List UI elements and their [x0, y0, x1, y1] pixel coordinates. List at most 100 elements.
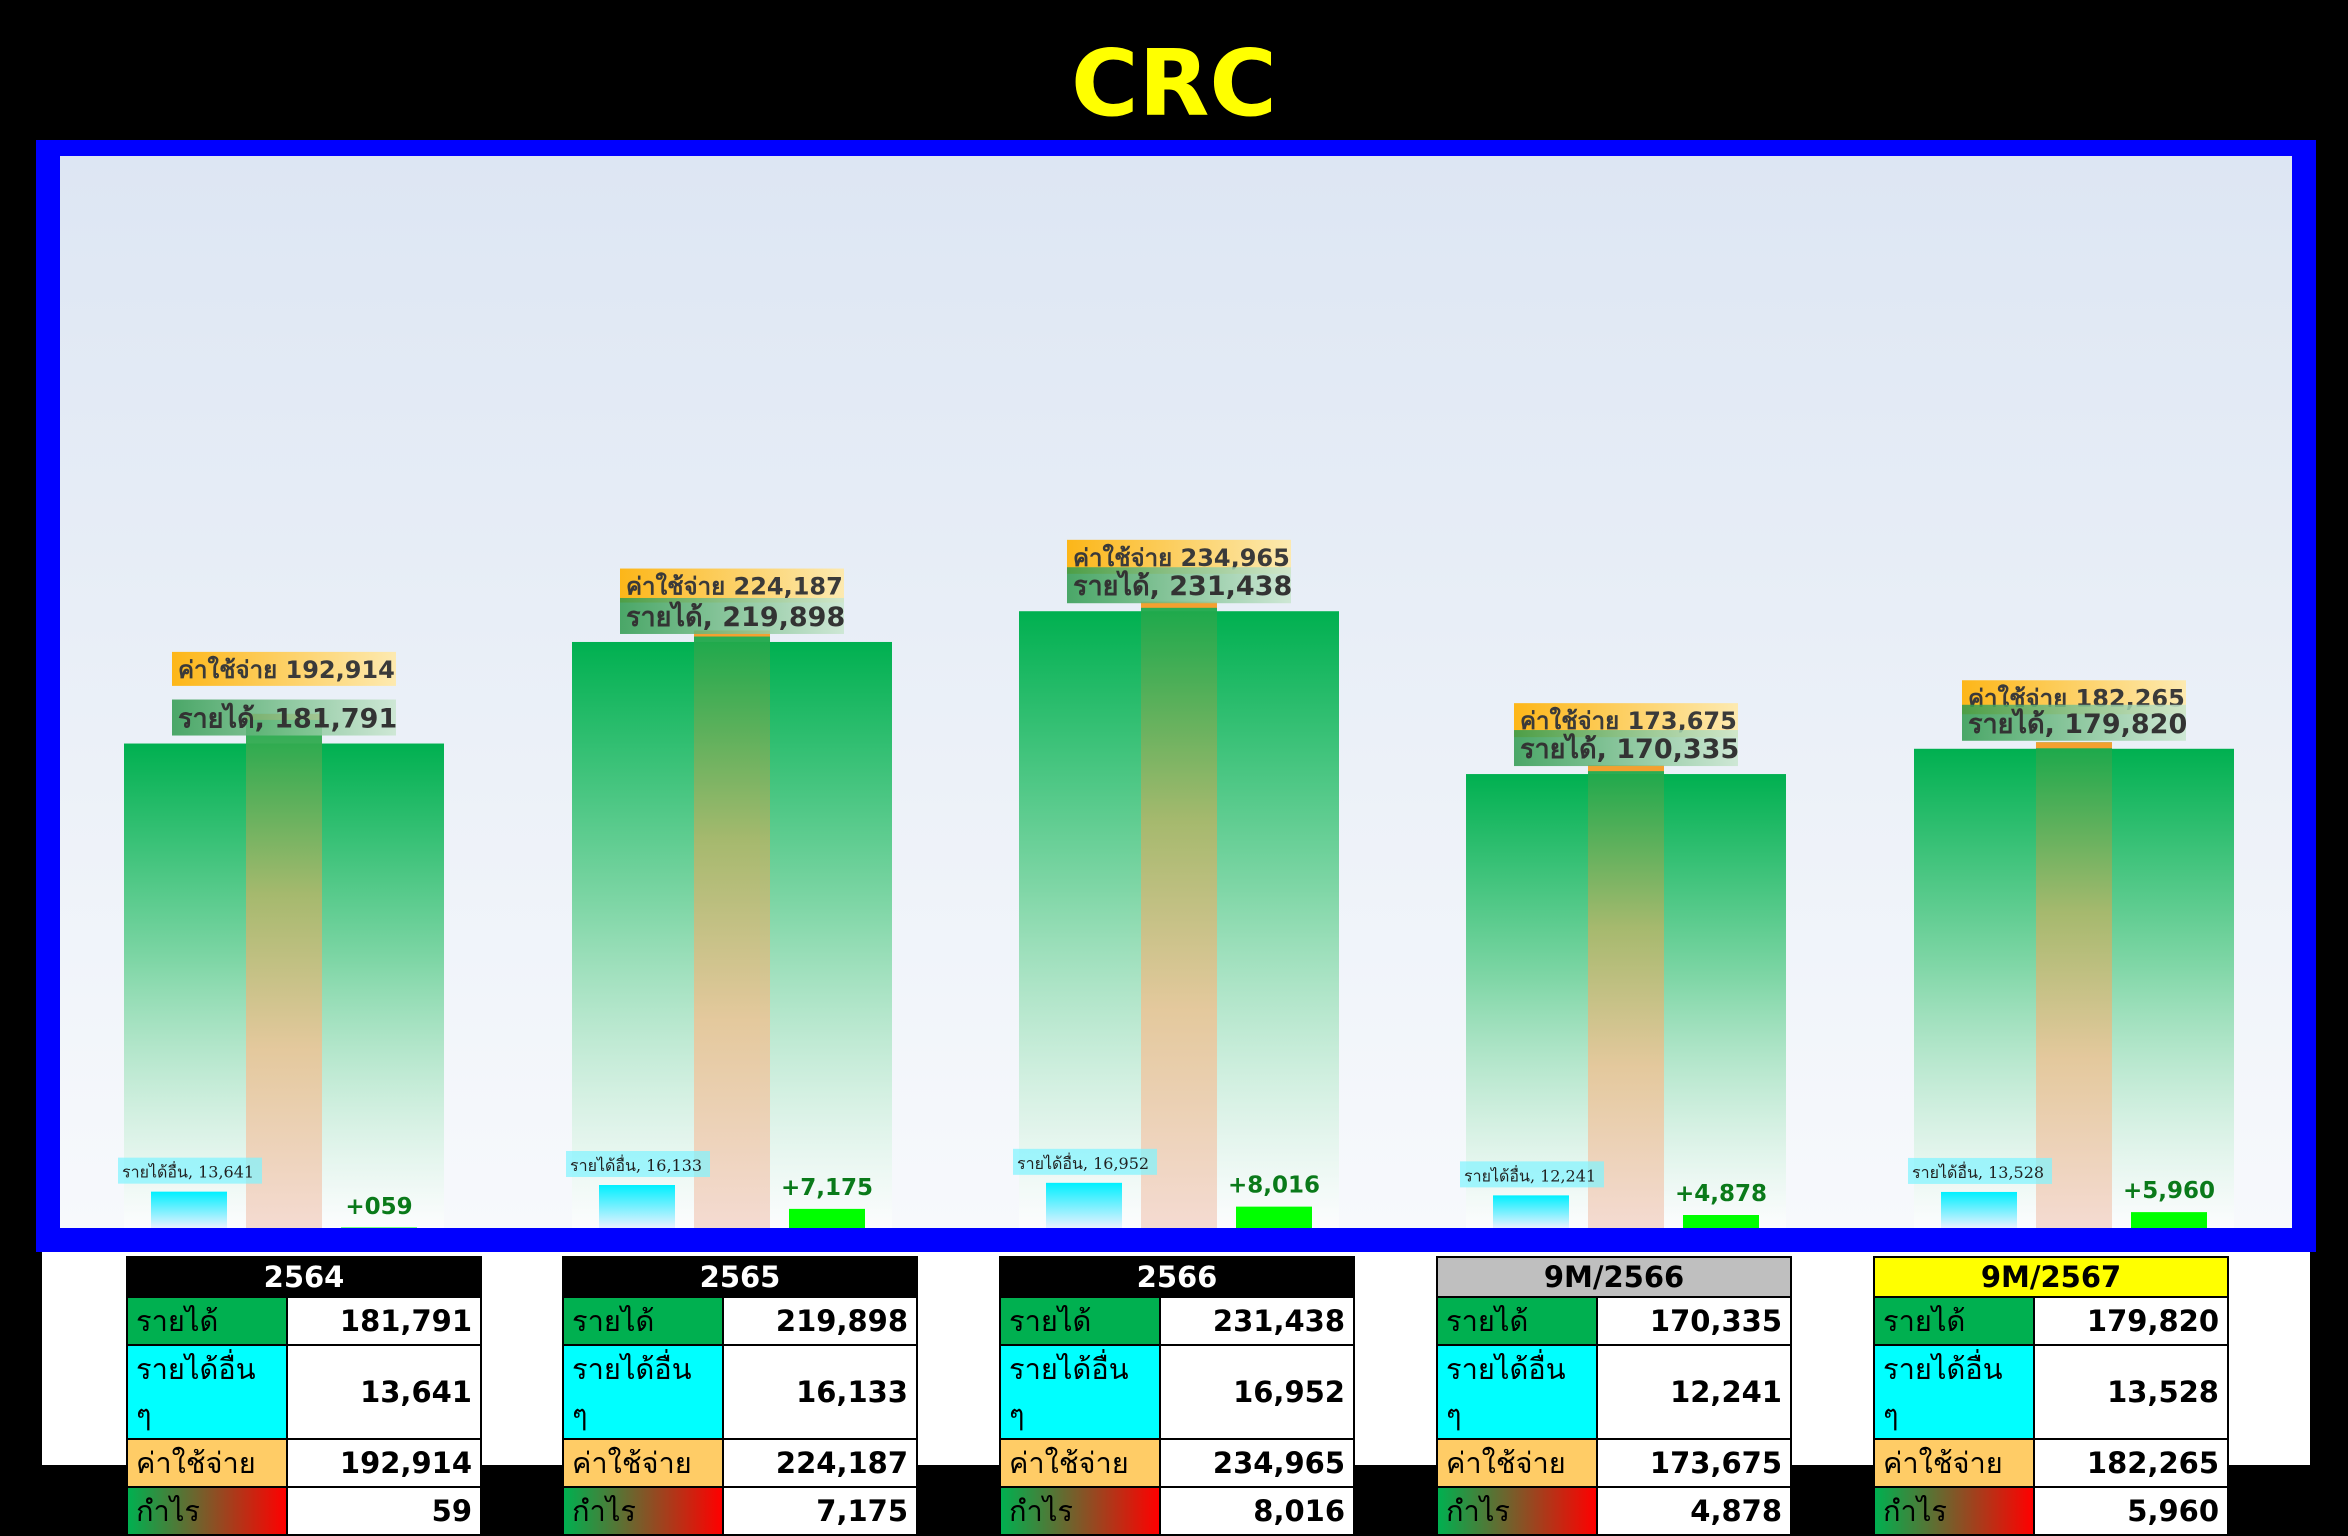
profit-bar: [1683, 1215, 1759, 1228]
row-label: รายได้อื่น ๆ: [999, 1344, 1161, 1440]
row-label: รายได้อื่น ๆ: [1873, 1344, 2035, 1440]
row-label: ค่าใช้จ่าย: [562, 1438, 724, 1488]
expense-bar: [2036, 742, 2112, 1228]
row-label: ค่าใช้จ่าย: [1436, 1438, 1598, 1488]
table-row: รายได้ 231,438: [999, 1296, 1355, 1346]
profit-bar: [341, 1227, 417, 1228]
revenue-data-label: รายได้, 231,438: [1073, 570, 1292, 602]
other-income-label-box: [1013, 1148, 1157, 1175]
table-row: ค่าใช้จ่าย 192,914: [126, 1438, 482, 1488]
table-row: ค่าใช้จ่าย 182,265: [1873, 1438, 2229, 1488]
row-value: 219,898: [722, 1296, 918, 1346]
profit-data-label: +8,016: [1228, 1173, 1320, 1199]
row-label: กำไร: [1436, 1486, 1598, 1536]
expense-label-box: [620, 568, 844, 603]
row-label: ค่าใช้จ่าย: [999, 1438, 1161, 1488]
revenue-data-label: รายได้, 219,898: [626, 601, 845, 633]
row-label: ค่าใช้จ่าย: [126, 1438, 288, 1488]
table-row: กำไร 8,016: [999, 1486, 1355, 1536]
other-income-data-label: รายได้อื่น, 16,952: [1017, 1152, 1149, 1173]
revenue-data-label: รายได้, 179,820: [1968, 708, 2187, 740]
other-income-label-box: [1908, 1157, 2052, 1184]
expense-data-label: ค่าใช้จ่าย 192,914: [178, 655, 395, 684]
row-label: กำไร: [999, 1486, 1161, 1536]
row-value: 16,952: [1159, 1344, 1355, 1440]
expense-bar-cap: [2036, 742, 2112, 749]
table-row: รายได้ 170,335: [1436, 1296, 1792, 1346]
revenue-data-label: รายได้, 170,335: [1520, 733, 1739, 765]
summary-table: 2565 รายได้ 219,898 รายได้อื่น ๆ 16,133 ค่าใช…: [562, 1256, 918, 1536]
row-label: กำไร: [1873, 1486, 2035, 1536]
expense-bar-cap: [1588, 765, 1664, 772]
table-header: 9M/2567: [1873, 1256, 2229, 1298]
table-row: ค่าใช้จ่าย 173,675: [1436, 1438, 1792, 1488]
row-label: รายได้: [126, 1296, 288, 1346]
expense-data-label: ค่าใช้จ่าย 224,187: [626, 572, 843, 601]
table-row: รายได้อื่น ๆ 13,641: [126, 1344, 482, 1440]
profit-data-label: +7,175: [781, 1175, 873, 1201]
row-value: 173,675: [1596, 1438, 1792, 1488]
table-header: 2566: [999, 1256, 1355, 1298]
revenue-label-box: [620, 597, 844, 634]
table-row: กำไร 5,960: [1873, 1486, 2229, 1536]
row-value: 179,820: [2033, 1296, 2229, 1346]
row-value: 192,914: [286, 1438, 482, 1488]
row-label: รายได้อื่น ๆ: [126, 1344, 288, 1440]
row-value: 59: [286, 1486, 482, 1536]
row-value: 182,265: [2033, 1438, 2229, 1488]
chart-title: CRC: [1071, 30, 1277, 137]
row-value: 7,175: [722, 1486, 918, 1536]
row-value: 13,528: [2033, 1344, 2229, 1440]
table-row: รายได้อื่น ๆ 16,952: [999, 1344, 1355, 1440]
row-label: กำไร: [562, 1486, 724, 1536]
row-value: 13,641: [286, 1344, 482, 1440]
other-income-label-box: [566, 1151, 710, 1178]
table-row: รายได้ 181,791: [126, 1296, 482, 1346]
summary-table: 2566 รายได้ 231,438 รายได้อื่น ๆ 16,952 ค่าใช…: [999, 1256, 1355, 1536]
revenue-label-box: [172, 699, 396, 736]
other-income-bar: [151, 1191, 227, 1228]
revenue-label-box: [1067, 567, 1291, 604]
row-label: รายได้อื่น ๆ: [1436, 1344, 1598, 1440]
table-row: กำไร 4,878: [1436, 1486, 1792, 1536]
other-income-label-box: [1460, 1161, 1604, 1188]
revenue-label-box: [1514, 730, 1738, 767]
table-header: 2564: [126, 1256, 482, 1298]
table-row: กำไร 59: [126, 1486, 482, 1536]
expense-bar-cap: [1141, 601, 1217, 608]
row-label: รายได้อื่น ๆ: [562, 1344, 724, 1440]
bar-chart: ค่าใช้จ่าย 192,914 รายได้, 181,791 รายได้อ…: [60, 156, 2292, 1228]
expense-data-label: ค่าใช้จ่าย 234,965: [1073, 543, 1290, 572]
chart-frame: ค่าใช้จ่าย 192,914 รายได้, 181,791 รายได้อ…: [36, 140, 2316, 1252]
expense-label-box: [172, 651, 396, 686]
table-header: 9M/2566: [1436, 1256, 1792, 1298]
other-income-data-label: รายได้อื่น, 16,133: [570, 1154, 702, 1175]
profit-data-label: +059: [345, 1194, 412, 1220]
table-row: รายได้อื่น ๆ 16,133: [562, 1344, 918, 1440]
row-value: 8,016: [1159, 1486, 1355, 1536]
revenue-data-label: รายได้, 181,791: [178, 703, 397, 735]
row-value: 4,878: [1596, 1486, 1792, 1536]
expense-bar: [1141, 601, 1217, 1228]
profit-bar: [789, 1208, 865, 1228]
profit-data-label: +5,960: [2123, 1178, 2215, 1204]
profit-bar: [1236, 1206, 1312, 1228]
other-income-data-label: รายได้อื่น, 13,641: [122, 1161, 254, 1182]
expense-bar: [694, 630, 770, 1228]
row-value: 5,960: [2033, 1486, 2229, 1536]
row-label: รายได้: [1436, 1296, 1598, 1346]
row-value: 224,187: [722, 1438, 918, 1488]
table-row: รายได้ 219,898: [562, 1296, 918, 1346]
profit-bar: [2131, 1212, 2207, 1228]
profit-data-label: +4,878: [1675, 1181, 1767, 1207]
table-row: ค่าใช้จ่าย 224,187: [562, 1438, 918, 1488]
row-value: 12,241: [1596, 1344, 1792, 1440]
other-income-bar: [1941, 1191, 2017, 1228]
revenue-label-box: [1962, 704, 2186, 741]
row-label: ค่าใช้จ่าย: [1873, 1438, 2035, 1488]
row-label: รายได้: [1873, 1296, 2035, 1346]
other-income-data-label: รายได้อื่น, 13,528: [1912, 1161, 2044, 1182]
table-row: รายได้อื่น ๆ 13,528: [1873, 1344, 2229, 1440]
table-row: รายได้อื่น ๆ 12,241: [1436, 1344, 1792, 1440]
expense-bar: [1588, 765, 1664, 1228]
